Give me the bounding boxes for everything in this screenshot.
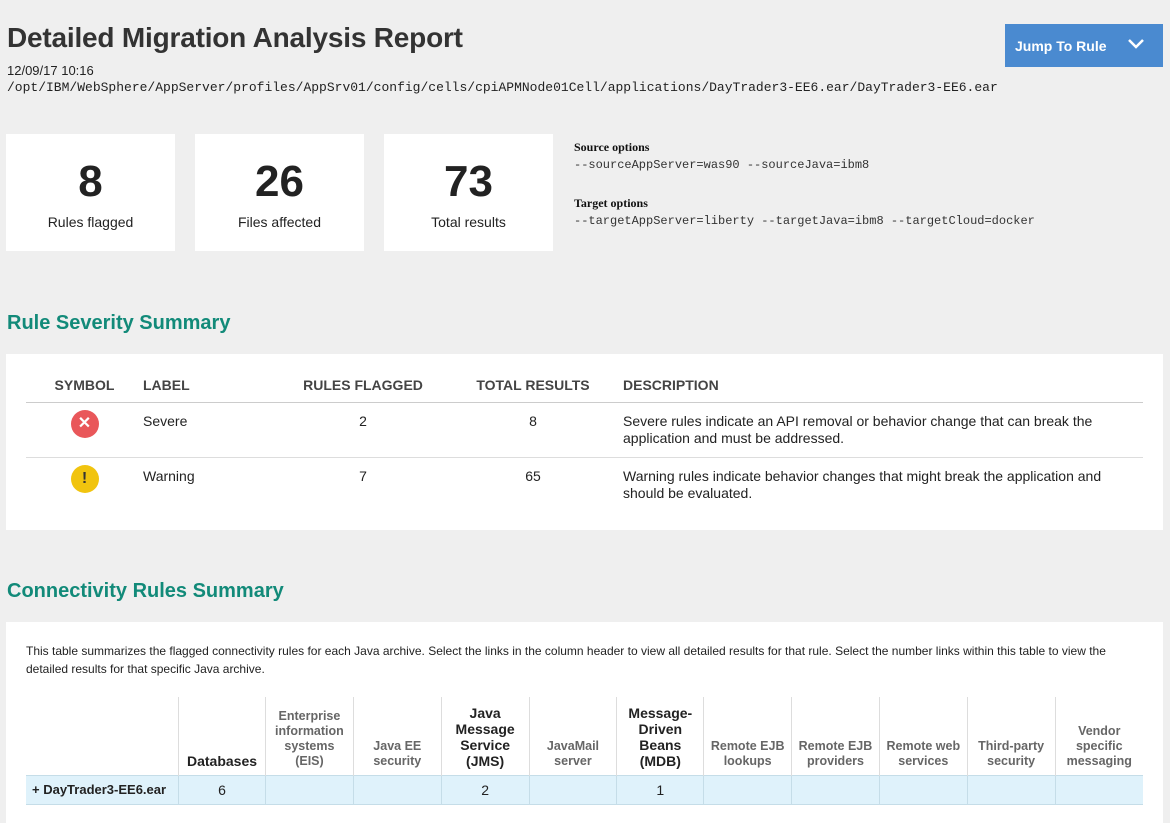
column-header-remote-web-services[interactable]: Remote web services	[878, 697, 968, 775]
rules-flagged-value: 2	[283, 402, 443, 458]
severity-panel: SYMBOL LABEL RULES FLAGGED TOTAL RESULTS…	[6, 354, 1163, 530]
jump-to-rule-button[interactable]: Jump To Rule	[1005, 24, 1163, 67]
column-header-remote-ejb-lookups[interactable]: Remote EJB lookups	[703, 697, 792, 775]
column-header: LABEL	[143, 368, 283, 403]
stat-label: Rules flagged	[47, 214, 134, 230]
severity-description: Severe rules indicate an API removal or …	[623, 402, 1143, 458]
page-title: Detailed Migration Analysis Report	[7, 22, 463, 53]
column-header-javaee-security[interactable]: Java EE security	[352, 697, 442, 775]
source-options-value: --sourceAppServer=was90 --sourceJava=ibm…	[574, 158, 870, 172]
table-cell	[528, 774, 617, 805]
stat-value: 26	[255, 157, 304, 206]
table-cell	[791, 774, 880, 805]
column-header: SYMBOL	[26, 368, 143, 403]
severity-description: Warning rules indicate behavior changes …	[623, 467, 1102, 501]
warning-exclamation-icon: !	[70, 464, 99, 493]
severity-table: SYMBOL LABEL RULES FLAGGED TOTAL RESULTS…	[26, 368, 1143, 512]
rules-flagged-value: 7	[359, 467, 367, 484]
total-results-value: 8	[443, 402, 623, 458]
table-cell	[878, 774, 968, 805]
column-header-archive	[26, 697, 179, 775]
column-header-mdb[interactable]: Message-Driven Beans (MDB)	[616, 697, 704, 775]
target-options-value: --targetAppServer=liberty --targetJava=i…	[574, 214, 1035, 228]
table-cell	[966, 774, 1056, 805]
column-header: RULES FLAGGED	[283, 368, 443, 403]
severity-label: Severe	[143, 402, 283, 458]
column-header-remote-ejb-providers[interactable]: Remote EJB providers	[791, 697, 880, 775]
stat-label: Total results	[431, 214, 506, 230]
table-row: ! Warning 7 65 Warning rules indicate be…	[26, 457, 1143, 512]
table-cell	[703, 774, 792, 805]
connectivity-table: Databases Enterprise information systems…	[26, 697, 1143, 805]
connectivity-section-title: Connectivity Rules Summary	[7, 580, 284, 602]
table-cell	[1054, 774, 1143, 805]
stat-card-files-affected: 26 Files affected	[195, 134, 364, 251]
connectivity-description: This table summarizes the flagged connec…	[26, 644, 1106, 676]
stat-card-rules-flagged: 8 Rules flagged	[6, 134, 175, 251]
column-header-databases[interactable]: Databases	[178, 697, 266, 775]
column-header-eis[interactable]: Enterprise information systems (EIS)	[264, 697, 354, 775]
table-cell	[352, 774, 442, 805]
table-cell[interactable]: 6	[178, 774, 266, 805]
column-header: DESCRIPTION	[623, 368, 1143, 403]
options-block: Source options --sourceAppServer=was90 -…	[574, 140, 1035, 228]
table-cell[interactable]: 1	[616, 774, 704, 805]
stat-value: 73	[444, 157, 493, 206]
column-header: TOTAL RESULTS	[443, 368, 623, 403]
table-row: + DayTrader3-EE6.ear 6 2 1	[26, 774, 1143, 805]
table-row: ✕ Severe 2 8 Severe rules indicate an AP…	[26, 402, 1143, 458]
target-options-heading: Target options	[574, 196, 648, 210]
chevron-down-icon	[1128, 39, 1144, 49]
stat-card-total-results: 73 Total results	[384, 134, 553, 251]
column-header-jms[interactable]: Java Message Service (JMS)	[440, 697, 530, 775]
report-date: 12/09/17 10:16	[7, 63, 94, 78]
severity-label: Warning	[143, 467, 195, 484]
column-header-third-party-security[interactable]: Third-party security	[966, 697, 1056, 775]
connectivity-panel: This table summarizes the flagged connec…	[6, 622, 1163, 823]
column-header-vendor-messaging[interactable]: Vendor specific messaging	[1054, 697, 1143, 775]
stat-value: 8	[78, 157, 103, 206]
archive-name-toggle[interactable]: + DayTrader3-EE6.ear	[26, 774, 179, 805]
stat-label: Files affected	[237, 214, 321, 230]
total-results-value: 65	[525, 467, 541, 484]
table-cell	[264, 774, 354, 805]
source-options-heading: Source options	[574, 140, 650, 154]
severe-x-icon: ✕	[70, 409, 99, 438]
jump-to-rule-label: Jump To Rule	[1015, 37, 1107, 54]
table-cell[interactable]: 2	[440, 774, 530, 805]
severity-section-title: Rule Severity Summary	[7, 312, 231, 334]
column-header-javamail[interactable]: JavaMail server	[528, 697, 617, 775]
report-path: /opt/IBM/WebSphere/AppServer/profiles/Ap…	[7, 80, 998, 95]
